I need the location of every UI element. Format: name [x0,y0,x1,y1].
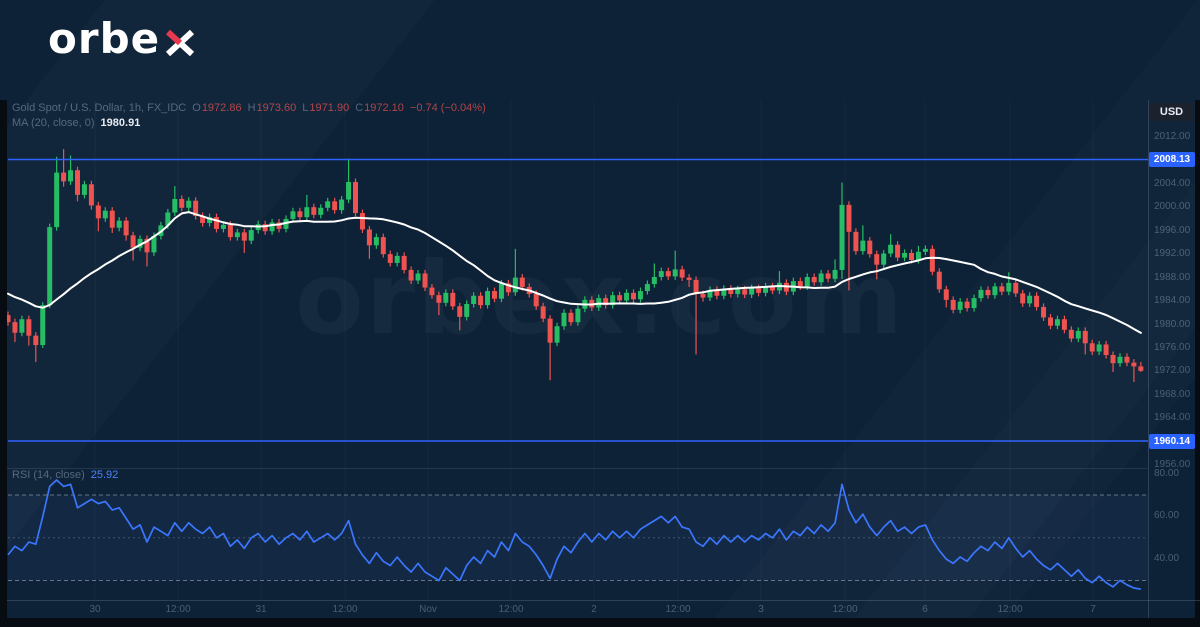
ma-value: 1980.91 [100,117,141,129]
price-axis-separator [1148,100,1149,618]
rsi-line [7,479,1142,591]
rsi-value: 25.92 [90,469,119,481]
symbol-title: Gold Spot / U.S. Dollar, 1h, FX_IDC [12,102,187,114]
close-label: C [355,102,364,114]
ma-legend: MA (20, close, 0) 1980.91 [12,117,140,129]
time-axis-separator [7,600,1200,601]
low-label: L [302,102,309,114]
open-value: 1972.86 [201,102,242,114]
chart-bottom-border [0,618,1200,627]
rsi-band-layer [8,494,1148,581]
rsi-label: RSI (14, close) [12,469,85,481]
price-level-tag: 2008.13 [1149,152,1195,167]
ma-label: MA (20, close, 0) [12,117,95,129]
price-level-tag: 1960.14 [1149,433,1195,449]
currency-button[interactable]: USD [1149,103,1194,121]
chart-right-border [1195,100,1200,627]
pane-separator [7,468,1148,469]
symbol-legend: Gold Spot / U.S. Dollar, 1h, FX_IDC O 197… [12,102,486,114]
orbex-logo: orbe [48,18,198,60]
orbex-logo-x-icon [166,29,195,57]
close-value: 1972.10 [364,102,404,114]
chart-left-border [0,100,7,627]
candles-layer [7,149,1144,382]
orbex-logo-text: orbe [48,14,161,63]
rsi-legend: RSI (14, close) 25.92 [12,469,118,481]
low-value: 1971.90 [309,102,350,114]
high-value: 1973.60 [256,102,297,114]
high-label: H [247,102,256,114]
open-label: O [192,102,201,114]
change-value: −0.74 (−0.04%) [409,102,486,114]
level-lines-layer [8,158,1148,442]
ma-line [7,211,1142,334]
